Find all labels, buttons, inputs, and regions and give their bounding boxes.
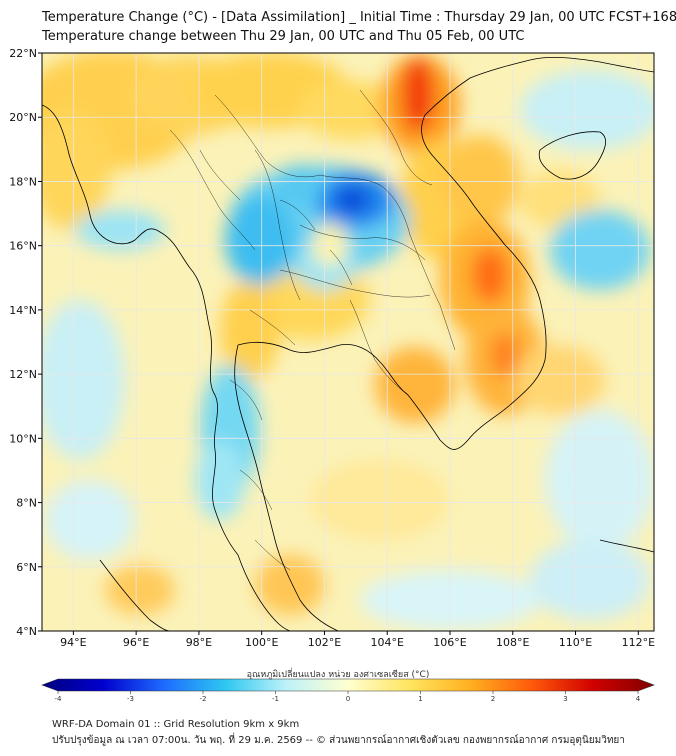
colorbar-ticks: -4 -3 -2 -1 0 1 2 3 4	[55, 691, 641, 703]
axis-labels: 94°E 96°E 98°E 100°E 102°E 104°E 106°E 108°E 110…	[9, 47, 655, 649]
latitude-label: 12°N	[9, 368, 37, 381]
longitude-label: 96°E	[123, 636, 149, 649]
longitude-label: 104°E	[371, 636, 404, 649]
longitude-label: 112°E	[622, 636, 655, 649]
latitude-label: 20°N	[9, 111, 37, 124]
latitude-label: 4°N	[16, 625, 37, 638]
latitude-label: 22°N	[9, 47, 37, 60]
colorbar: -4 -3 -2 -1 0 1 2 3 4	[41, 678, 655, 703]
colorbar-tick-label: -3	[127, 695, 134, 703]
footer-credits: ปรับปรุงข้อมูล ณ เวลา 07:00น. วัน พฤ. ที…	[52, 735, 625, 746]
latitude-label: 16°N	[9, 240, 37, 253]
latitude-label: 14°N	[9, 304, 37, 317]
coastlines	[42, 57, 654, 631]
colorbar-tick-label: 3	[563, 695, 567, 703]
latitude-label: 10°N	[9, 432, 37, 445]
colorbar-tick-label: 4	[636, 695, 641, 703]
longitude-label: 108°E	[496, 636, 529, 649]
colorbar-tick-label: -1	[272, 695, 279, 703]
colorbar-tick-label: -4	[55, 695, 63, 703]
map-title: Temperature Change (°C) - [Data Assimila…	[42, 10, 676, 25]
longitude-label: 94°E	[60, 636, 86, 649]
longitude-label: 110°E	[559, 636, 592, 649]
plot-frame	[41, 52, 655, 632]
colorbar-tick-label: 1	[418, 695, 422, 703]
map-subtitle: Temperature change between Thu 29 Jan, 0…	[42, 29, 525, 44]
colorbar-tick-label: -2	[200, 695, 207, 703]
colorbar-label: อุณหภูมิเปลี่ยนแปลง หน่วย องศาเซลเซียส (…	[246, 670, 430, 680]
footer-model-info: WRF-DA Domain 01 :: Grid Resolution 9km …	[52, 719, 300, 730]
longitude-label: 98°E	[186, 636, 212, 649]
colorbar-tick-label: 2	[491, 695, 495, 703]
longitude-label: 102°E	[308, 636, 341, 649]
temperature-field	[42, 53, 654, 631]
colorbar-tick-label: 0	[346, 695, 350, 703]
latitude-label: 8°N	[16, 497, 37, 510]
latitude-label: 6°N	[16, 561, 37, 574]
longitude-label: 106°E	[433, 636, 466, 649]
latitude-label: 18°N	[9, 175, 37, 188]
longitude-label: 100°E	[245, 636, 278, 649]
